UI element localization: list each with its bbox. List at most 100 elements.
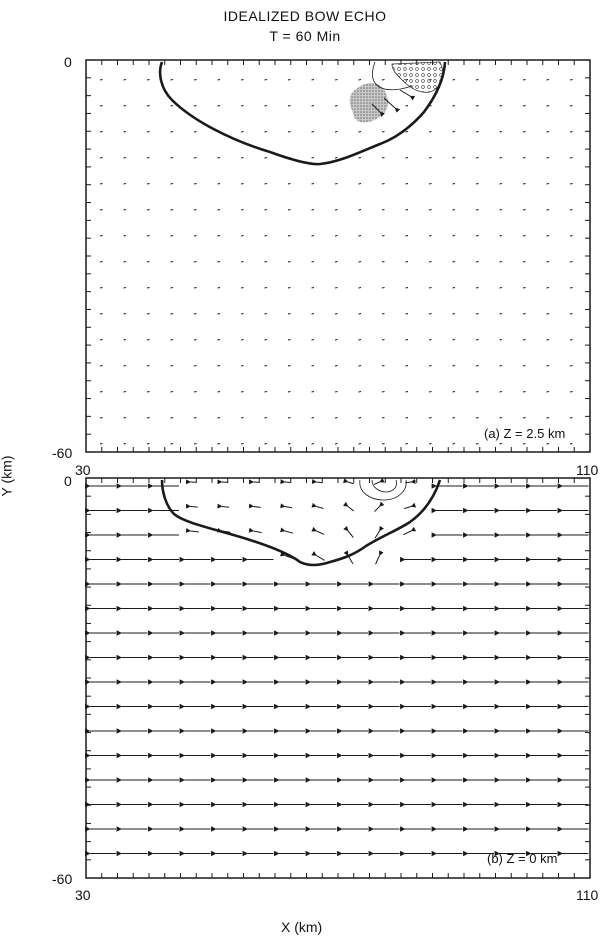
panel-a-vectors	[99, 79, 573, 445]
wind-vector	[405, 287, 409, 289]
wind-vector	[405, 105, 409, 107]
wind-vector	[569, 157, 573, 159]
wind-vector	[146, 183, 150, 185]
wind-vector	[381, 183, 385, 185]
wind-vector	[170, 339, 174, 341]
wind-vector	[193, 417, 197, 419]
wind-vector	[264, 365, 268, 367]
wind-vector	[475, 183, 479, 185]
panel-b-gust-front	[160, 479, 442, 567]
wind-vector	[569, 391, 573, 393]
wind-vector	[546, 157, 550, 159]
panel-b-x-tick-min: 30	[75, 887, 91, 903]
wind-vector	[405, 261, 409, 263]
wind-vector	[280, 527, 294, 534]
wind-vector	[264, 157, 268, 159]
wind-vector	[452, 261, 456, 263]
wind-vector	[334, 209, 338, 211]
wind-vector	[403, 502, 417, 510]
wind-vector	[475, 287, 479, 289]
wind-vector	[569, 443, 573, 445]
wind-vector	[99, 391, 103, 393]
wind-vector	[334, 365, 338, 367]
wind-vector	[193, 313, 197, 315]
wind-vector	[405, 365, 409, 367]
wind-vector	[99, 235, 103, 237]
wind-vector	[311, 526, 325, 535]
wind-vector	[287, 183, 291, 185]
wind-vector	[311, 443, 315, 445]
wind-vector	[381, 261, 385, 263]
wind-vector	[334, 183, 338, 185]
panel-a-thin-contour	[371, 61, 413, 91]
panel-a-frame	[85, 59, 591, 453]
wind-vector	[217, 157, 221, 159]
wind-vector	[452, 313, 456, 315]
wind-vector	[123, 365, 127, 367]
wind-vector	[123, 339, 127, 341]
wind-vector	[146, 131, 150, 133]
wind-vector	[546, 365, 550, 367]
wind-vector	[522, 183, 526, 185]
wind-vector	[123, 287, 127, 289]
wind-vector	[185, 527, 199, 533]
wind-vector	[499, 417, 503, 419]
wind-vector	[358, 157, 362, 159]
wind-vector	[405, 235, 409, 237]
wind-vector	[428, 209, 432, 211]
wind-vector	[522, 365, 526, 367]
wind-vector	[405, 183, 409, 185]
wind-vector	[475, 313, 479, 315]
wind-vector	[499, 105, 503, 107]
wind-vector	[358, 313, 362, 315]
wind-vector	[428, 365, 432, 367]
wind-vector	[522, 235, 526, 237]
wind-vector	[522, 261, 526, 263]
wind-vector	[123, 235, 127, 237]
wind-vector	[311, 209, 315, 211]
wind-vector	[381, 79, 385, 81]
wind-vector	[381, 365, 385, 367]
wind-vector	[146, 365, 150, 367]
wind-vector	[405, 391, 409, 393]
wind-vector	[522, 209, 526, 211]
wind-vector	[264, 79, 268, 81]
wind-vector	[170, 313, 174, 315]
wind-vector	[248, 527, 262, 534]
wind-vector	[311, 417, 315, 419]
wind-vector	[428, 339, 432, 341]
wind-vector	[499, 157, 503, 159]
panel-b-small-contour-inner	[371, 479, 397, 493]
wind-vector	[343, 525, 354, 538]
wind-vector	[475, 105, 479, 107]
wind-vector	[217, 183, 221, 185]
wind-vector	[522, 417, 526, 419]
wind-vector	[428, 417, 432, 419]
wind-vector	[146, 313, 150, 315]
panel-b-small-contour	[359, 479, 407, 501]
wind-vector	[287, 443, 291, 445]
panel-a-x-tick-min: 30	[75, 462, 91, 478]
wind-vector	[499, 391, 503, 393]
wind-vector	[123, 209, 127, 211]
wind-vector	[452, 365, 456, 367]
wind-vector	[146, 79, 150, 81]
wind-vector	[170, 287, 174, 289]
wind-vector	[193, 209, 197, 211]
wind-vector	[311, 287, 315, 289]
wind-vector	[499, 261, 503, 263]
wind-vector	[123, 261, 127, 263]
wind-vector	[170, 79, 174, 81]
wind-vector	[193, 79, 197, 81]
wind-vector	[381, 209, 385, 211]
wind-vector	[499, 131, 503, 133]
panel-a-vector	[399, 89, 416, 101]
wind-vector	[99, 339, 103, 341]
wind-vector	[334, 287, 338, 289]
wind-vector	[146, 157, 150, 159]
panel-a-ticks	[86, 60, 590, 452]
wind-vector	[499, 443, 503, 445]
wind-vector	[264, 339, 268, 341]
wind-vector	[499, 79, 503, 81]
wind-vector	[546, 79, 550, 81]
